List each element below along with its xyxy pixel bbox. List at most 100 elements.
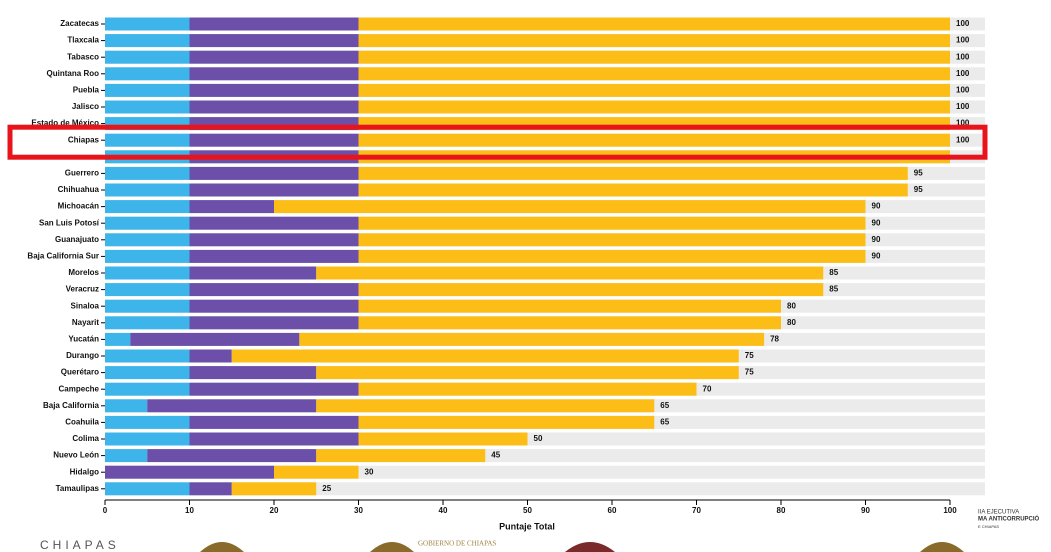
bar-segment: [189, 432, 359, 446]
bar-segment: [358, 216, 866, 230]
bar-segment: [189, 133, 359, 147]
plot: 0 10 20 30 40 50 60 70 80 90 100 Zacatecas 100 Tlaxca…: [27, 17, 985, 515]
total-label: 100: [956, 135, 970, 144]
x-tick-label: 80: [777, 506, 786, 515]
bar-segment: [189, 415, 359, 429]
total-label: 78: [770, 335, 779, 344]
bar-segment: [105, 382, 190, 396]
y-tick-label: Yucatán: [68, 335, 99, 344]
bar-segment: [189, 382, 359, 396]
bar-segment: [316, 399, 655, 413]
bar-segment: [358, 432, 528, 446]
total-label: 65: [660, 418, 669, 427]
x-tick-label: 90: [861, 506, 870, 515]
logo: [565, 542, 615, 552]
bar-segment: [189, 366, 317, 380]
bar-segment: [189, 183, 359, 197]
bar-segment: [189, 283, 359, 297]
bar-segment: [299, 332, 765, 346]
x-tick-label: 70: [692, 506, 701, 515]
bar-segment: [358, 133, 950, 147]
total-label: 85: [829, 268, 838, 277]
total-label: 85: [829, 285, 838, 294]
bar-segment: [189, 17, 359, 31]
total-label: 45: [491, 451, 500, 460]
y-tick-label: Campeche: [59, 384, 100, 393]
y-tick-label: Jalisco: [72, 102, 99, 111]
y-tick-label: Tamaulipas: [56, 484, 100, 493]
bar-segment: [105, 449, 148, 463]
x-tick-label: 0: [103, 506, 108, 515]
total-label: 30: [365, 467, 374, 476]
y-tick-label: Estado de México: [31, 119, 99, 128]
bar-segment: [358, 249, 866, 263]
y-tick-label: Zacatecas: [60, 19, 99, 28]
bar-segment: [274, 200, 866, 214]
bar-segment: [130, 332, 300, 346]
bar-segment: [105, 399, 148, 413]
total-label: 75: [745, 368, 754, 377]
total-label: 90: [872, 252, 881, 261]
bar-segment: [189, 299, 359, 313]
bar-segment: [358, 50, 950, 64]
bar-segment: [358, 299, 781, 313]
total-label: 90: [872, 218, 881, 227]
x-tick-label: 40: [439, 506, 448, 515]
total-label: 100: [956, 36, 970, 45]
total-label: 90: [872, 202, 881, 211]
footer-right: E CHIAPAS: [978, 524, 999, 529]
bar-segment: [105, 183, 190, 197]
bar-segment: [105, 34, 190, 48]
total-label: 90: [872, 235, 881, 244]
total-label: 100: [956, 102, 970, 111]
bar-segment: [189, 266, 317, 280]
total-label: 75: [745, 351, 754, 360]
bar-segment: [189, 50, 359, 64]
bar-segment: [147, 449, 317, 463]
bar-segment: [105, 283, 190, 297]
bar-segment: [358, 183, 908, 197]
y-tick-label: Nayarit: [72, 318, 99, 327]
bar-segment: [105, 482, 190, 496]
footer-left: CHIAPAS: [40, 538, 120, 552]
y-tick-label: Coahuila: [65, 418, 99, 427]
y-tick-label: Guanajuato: [55, 235, 99, 244]
total-label: 80: [787, 318, 796, 327]
bar-segment: [358, 83, 950, 97]
bar-segment: [189, 166, 359, 180]
footer-right: IIA EJECUTIVA: [978, 510, 1019, 516]
x-tick-label: 30: [354, 506, 363, 515]
footer-right: MA ANTICORRUPCIÓ: [978, 515, 1040, 523]
bar-segment: [189, 233, 359, 247]
y-tick-label: Sinaloa: [71, 301, 100, 310]
bar-segment: [105, 200, 190, 214]
bar-segment: [274, 465, 359, 479]
total-label: 100: [956, 19, 970, 28]
bar-segment: [105, 366, 190, 380]
y-tick-label: Durango: [66, 351, 99, 360]
total-label: 100: [956, 52, 970, 61]
bar-segment: [147, 399, 317, 413]
bar-segment: [316, 449, 486, 463]
footer: CHIAPAS GOBIERNO DE CHIAPAS IIA EJECUTIV…: [40, 510, 1040, 552]
bar-segment: [358, 233, 866, 247]
y-tick-label: Baja California: [43, 401, 100, 410]
bar-segment: [189, 249, 359, 263]
highlight-box: [7, 124, 988, 160]
bar-segment: [189, 83, 359, 97]
x-tick-label: 10: [185, 506, 194, 515]
total-label: 25: [322, 484, 331, 493]
y-tick-label: Chihuahua: [58, 185, 100, 194]
bar-segment: [316, 266, 824, 280]
y-tick-label: Tabasco: [67, 52, 99, 61]
footer-center: GOBIERNO DE CHIAPAS: [418, 540, 496, 548]
logo: [920, 542, 964, 552]
y-tick-label: Baja California Sur: [27, 252, 99, 261]
y-tick-label: Nuevo León: [53, 451, 99, 460]
bar-segment: [105, 316, 190, 330]
bar-segment: [105, 432, 190, 446]
bar-segment: [105, 465, 274, 479]
y-tick-label: Quintana Roo: [47, 69, 100, 78]
logo: [370, 542, 414, 552]
